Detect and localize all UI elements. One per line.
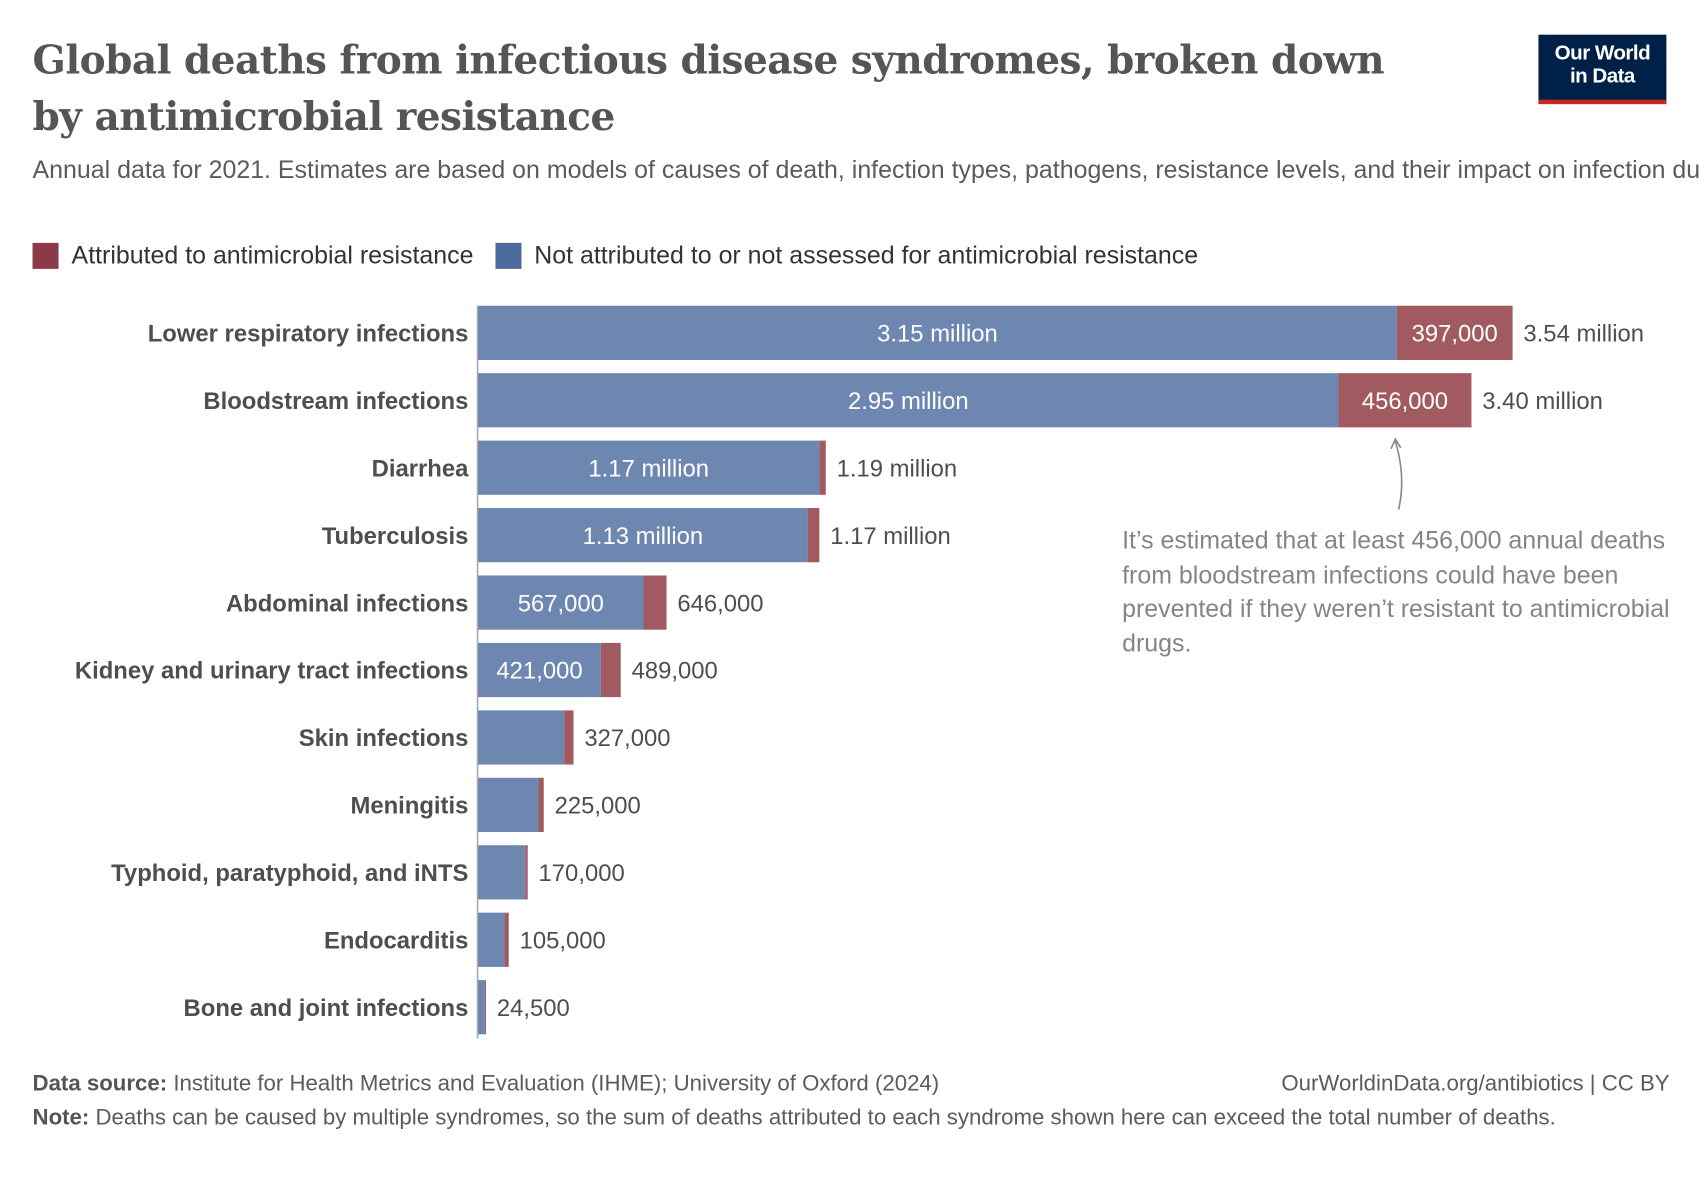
- total-label: 489,000: [632, 658, 718, 685]
- total-label: 3.54 million: [1523, 321, 1644, 348]
- chart-subtitle: Annual data for 2021. Estimates are base…: [32, 155, 1700, 184]
- category-label: Meningitis: [350, 793, 468, 820]
- bar-label-not-amr: 2.95 million: [848, 388, 969, 415]
- data-source: Data source: Institute for Health Metric…: [33, 1067, 940, 1101]
- owid-logo[interactable]: Our World in Data: [1538, 34, 1667, 105]
- total-label: 646,000: [677, 590, 763, 617]
- note: Note: Deaths can be caused by multiple s…: [33, 1100, 1670, 1134]
- bar-amr[interactable]: [643, 575, 667, 630]
- bar-not-amr[interactable]: [478, 777, 539, 832]
- total-label: 24,500: [497, 995, 570, 1022]
- legend-item-amr[interactable]: Attributed to antimicrobial resistance: [32, 240, 474, 270]
- bar-amr[interactable]: [484, 980, 486, 1035]
- bar-amr[interactable]: [538, 777, 544, 832]
- total-label: 225,000: [555, 793, 641, 820]
- bar-label-amr: 456,000: [1362, 388, 1448, 415]
- data-source-text: Institute for Health Metrics and Evaluat…: [173, 1071, 940, 1097]
- bar-amr[interactable]: [1396, 305, 1513, 360]
- note-label: Note:: [32, 1104, 90, 1130]
- source-url-link[interactable]: OurWorldinData.org/antibiotics | CC BY: [1281, 1071, 1670, 1097]
- bar-label-not-amr: 567,000: [518, 590, 604, 617]
- category-label: Lower respiratory infections: [148, 321, 469, 348]
- annotation-text: It’s estimated that at least 456,000 ann…: [1122, 525, 1670, 657]
- category-label: Bloodstream infections: [203, 388, 468, 415]
- category-label: Diarrhea: [372, 455, 469, 482]
- annotation-arrow: [1394, 441, 1403, 510]
- total-label: 170,000: [539, 860, 625, 887]
- legend-label-amr: Attributed to antimicrobial resistance: [71, 240, 474, 269]
- logo-line-1: Our World: [1554, 42, 1651, 66]
- logo-line-2: in Data: [1569, 65, 1635, 88]
- bar-amr[interactable]: [600, 642, 621, 698]
- bar-not-amr[interactable]: [478, 845, 526, 900]
- bar-label-not-amr: 1.13 million: [583, 523, 704, 550]
- bar-amr[interactable]: [807, 508, 820, 563]
- bar-amr[interactable]: [819, 440, 826, 495]
- category-label: Tuberculosis: [322, 523, 469, 550]
- legend: Attributed to antimicrobial resistance N…: [32, 240, 1220, 270]
- total-label: 105,000: [520, 927, 606, 954]
- legend-item-not-amr[interactable]: Not attributed to or not assessed for an…: [495, 241, 1198, 270]
- total-label: 327,000: [584, 725, 670, 752]
- footer: Data source: Institute for Health Metric…: [33, 1067, 1670, 1134]
- bar-not-amr[interactable]: [478, 575, 644, 630]
- bar-not-amr[interactable]: [478, 305, 1397, 360]
- bar-amr[interactable]: [504, 912, 509, 967]
- data-source-label: Data source:: [32, 1071, 168, 1097]
- bar-not-amr[interactable]: [478, 508, 808, 563]
- bar-not-amr[interactable]: [478, 980, 485, 1035]
- category-label: Bone and joint infections: [184, 995, 469, 1022]
- total-label: 1.17 million: [830, 523, 951, 550]
- bar-label-not-amr: 3.15 million: [877, 321, 998, 348]
- chart-title: Global deaths from infectious disease sy…: [32, 37, 1385, 140]
- bar-label-amr: 397,000: [1412, 321, 1498, 348]
- bar-not-amr[interactable]: [478, 912, 505, 967]
- bar-amr[interactable]: [1338, 373, 1472, 428]
- legend-swatch-not-amr: [495, 242, 522, 269]
- category-label: Skin infections: [299, 725, 469, 752]
- bar-label-not-amr: 1.17 million: [588, 455, 709, 482]
- category-label: Kidney and urinary tract infections: [75, 658, 469, 685]
- category-label: Typhoid, paratyphoid, and iNTS: [111, 860, 468, 887]
- annotation-arrowhead: [1390, 437, 1402, 450]
- note-text: Deaths can be caused by multiple syndrom…: [95, 1104, 1556, 1130]
- bar-label-not-amr: 421,000: [496, 658, 582, 685]
- bar-amr[interactable]: [525, 845, 528, 900]
- bar-not-amr[interactable]: [478, 642, 601, 698]
- bar-not-amr[interactable]: [478, 710, 565, 765]
- legend-label-not-amr: Not attributed to or not assessed for an…: [534, 240, 1199, 269]
- bar-not-amr[interactable]: [478, 373, 1339, 428]
- category-label: Abdominal infections: [226, 590, 468, 617]
- bar-amr[interactable]: [564, 710, 574, 765]
- bar-not-amr[interactable]: [478, 440, 820, 495]
- category-label: Endocarditis: [324, 927, 468, 954]
- legend-swatch-amr: [32, 242, 59, 269]
- total-label: 3.40 million: [1482, 388, 1603, 415]
- total-label: 1.19 million: [837, 455, 958, 482]
